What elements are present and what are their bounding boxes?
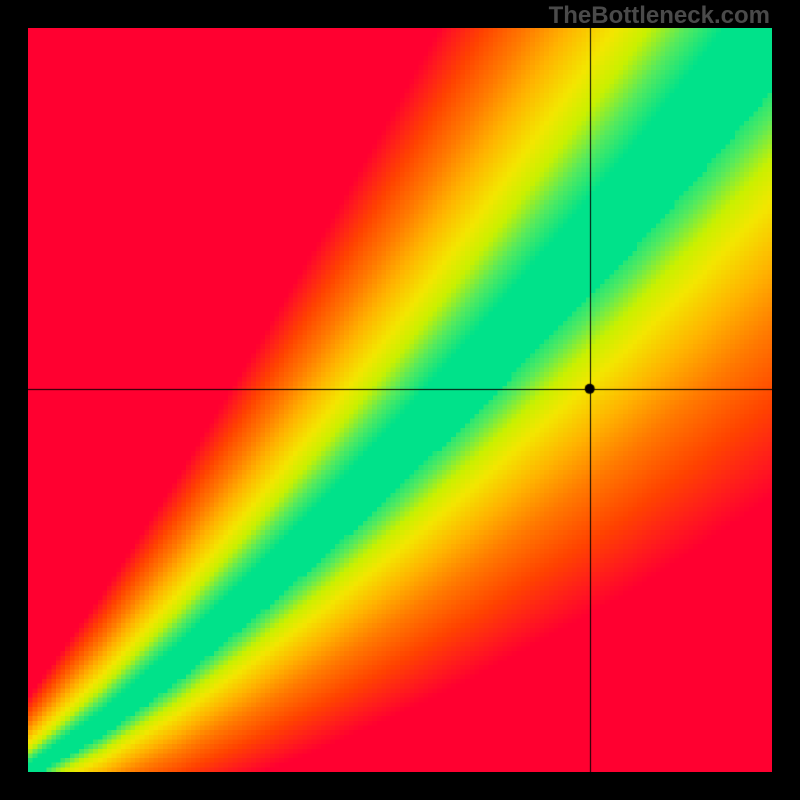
crosshair-overlay [28, 28, 772, 772]
watermark-text: TheBottleneck.com [549, 2, 770, 30]
